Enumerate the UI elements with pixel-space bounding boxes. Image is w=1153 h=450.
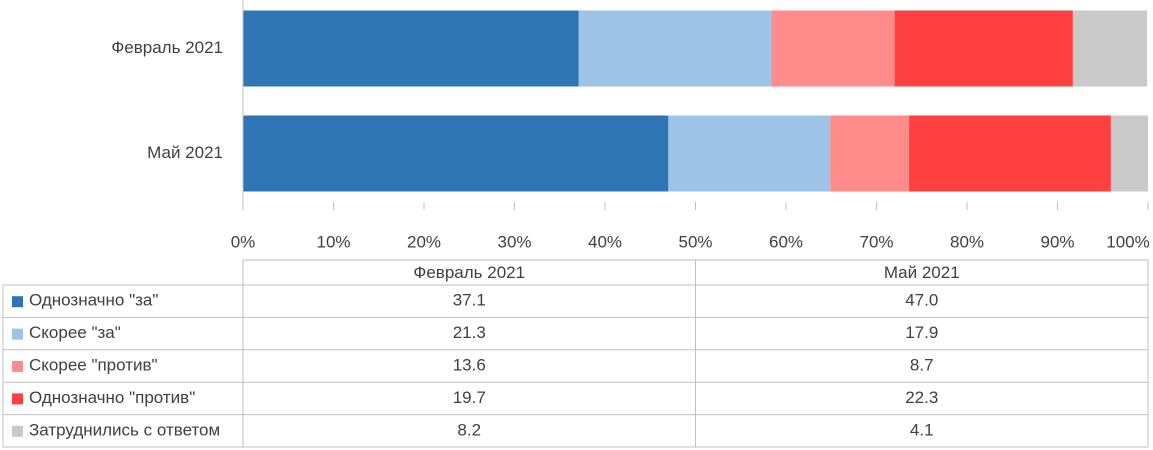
x-tick-label: 70%	[859, 232, 893, 251]
bar-segment	[830, 115, 910, 192]
table-cell: 8.2	[457, 420, 481, 439]
y-tick-label: Февраль 2021	[111, 38, 223, 57]
bar-segment	[1110, 115, 1148, 192]
bar-segment	[668, 115, 831, 192]
bar-segment	[1072, 10, 1148, 87]
legend-swatch	[12, 393, 23, 405]
table-header: Май 2021	[884, 263, 960, 282]
table-cell: 19.7	[453, 388, 486, 407]
legend-label: Однозначно "против"	[29, 388, 195, 407]
bar-segment	[909, 115, 1111, 192]
x-tick-label: 90%	[1040, 232, 1074, 251]
table-cell: 21.3	[453, 323, 486, 342]
x-tick-label: 30%	[497, 232, 531, 251]
table-cell: 17.9	[905, 323, 938, 342]
x-tick-label: 60%	[769, 232, 803, 251]
x-tick-label: 40%	[588, 232, 622, 251]
bar-segment	[771, 10, 895, 87]
x-tick-label: 20%	[407, 232, 441, 251]
bar-segment	[243, 10, 579, 87]
table-cell: 8.7	[910, 355, 934, 374]
legend-label: Скорее "за"	[29, 323, 121, 342]
table-cell: 22.3	[905, 388, 938, 407]
legend-label: Скорее "против"	[29, 355, 158, 374]
table-cell: 13.6	[453, 355, 486, 374]
legend-label: Однозначно "за"	[29, 291, 158, 310]
bar-segment	[894, 10, 1073, 87]
bar-segment	[578, 10, 772, 87]
legend-label: Затруднились с ответом	[29, 420, 220, 439]
x-tick-label: 100%	[1106, 232, 1149, 251]
legend-swatch	[12, 328, 23, 340]
table-cell: 47.0	[905, 291, 938, 310]
table-cell: 37.1	[453, 291, 486, 310]
x-tick-label: 10%	[316, 232, 350, 251]
legend-swatch	[12, 361, 23, 372]
legend-swatch	[12, 425, 23, 437]
x-tick-label: 80%	[950, 232, 984, 251]
x-tick-label: 0%	[231, 232, 256, 251]
table-header: Февраль 2021	[413, 263, 525, 282]
bar-segment	[243, 115, 669, 192]
legend-swatch	[12, 296, 23, 308]
table-cell: 4.1	[910, 420, 934, 439]
y-tick-label: Май 2021	[147, 143, 223, 162]
x-tick-label: 50%	[678, 232, 712, 251]
